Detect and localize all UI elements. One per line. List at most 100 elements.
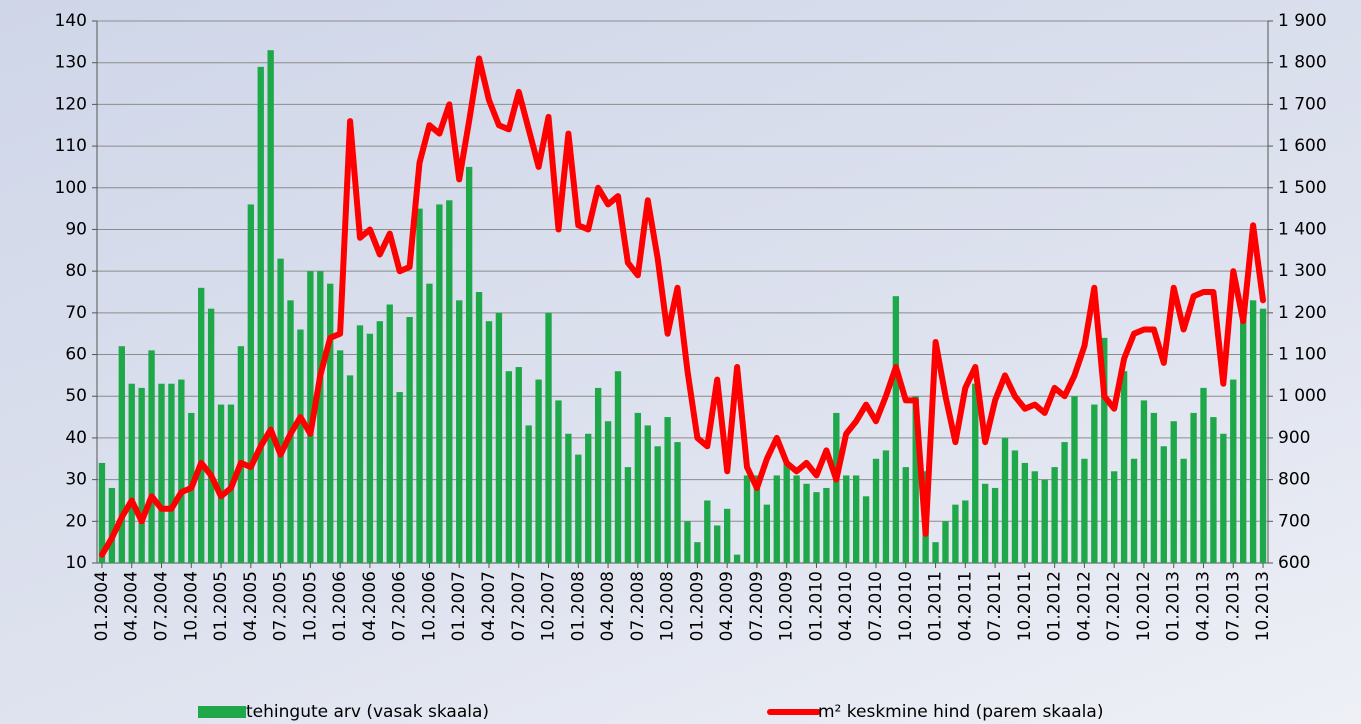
x-tick-label: 01.2013 xyxy=(1164,571,1184,641)
y-tick-label: 20 xyxy=(65,511,87,531)
y2-tick-label: 1 900 xyxy=(1278,11,1327,31)
x-tick-label: 07.2005 xyxy=(271,571,291,641)
bar xyxy=(654,446,661,563)
bar xyxy=(1011,450,1019,563)
bar xyxy=(1021,462,1029,563)
bar xyxy=(217,404,225,563)
bar xyxy=(396,392,403,563)
bar xyxy=(1190,412,1197,563)
bar xyxy=(634,412,642,563)
bar xyxy=(892,296,900,563)
bar xyxy=(793,475,800,563)
bar xyxy=(247,204,254,563)
y-tick-label: 90 xyxy=(65,219,87,239)
bar xyxy=(723,508,731,563)
bar xyxy=(981,483,989,563)
bar xyxy=(535,379,542,563)
bar xyxy=(98,462,106,563)
y-tick-label: 40 xyxy=(65,428,87,448)
y2-tick-label: 1 600 xyxy=(1278,136,1327,156)
bar xyxy=(515,367,522,563)
bar xyxy=(1249,300,1257,563)
bar xyxy=(1240,304,1247,563)
x-tick-label: 01.2010 xyxy=(806,571,826,641)
y-tick-label: 10 xyxy=(65,553,87,573)
bar xyxy=(148,350,155,563)
bar xyxy=(505,371,513,563)
bar xyxy=(356,325,364,563)
bar xyxy=(862,496,870,563)
x-tick-label: 04.2005 xyxy=(241,571,261,641)
y2-tick-label: 1 500 xyxy=(1278,178,1327,198)
bar xyxy=(733,554,741,563)
y-tick-label: 140 xyxy=(55,11,87,31)
x-tick-label: 10.2013 xyxy=(1253,571,1273,641)
bar xyxy=(803,483,810,563)
y-tick-label: 30 xyxy=(65,470,87,490)
x-tick-label: 10.2009 xyxy=(777,571,797,641)
y2-tick-label: 700 xyxy=(1278,511,1310,531)
y2-tick-label: 1 400 xyxy=(1278,219,1327,239)
bar xyxy=(475,292,483,563)
legend-label: m² keskmine hind (parem skaala) xyxy=(818,702,1103,722)
bar xyxy=(1120,371,1128,563)
bar xyxy=(932,542,939,563)
bar xyxy=(406,317,413,563)
bar xyxy=(833,412,840,563)
bar xyxy=(207,308,215,563)
bar xyxy=(604,421,612,563)
bar xyxy=(1031,471,1038,563)
bar xyxy=(575,454,582,563)
bar xyxy=(783,462,790,563)
bar xyxy=(743,475,751,563)
bar xyxy=(644,425,651,563)
bar xyxy=(614,371,622,563)
bar xyxy=(1061,442,1068,563)
y-tick-label: 50 xyxy=(65,386,87,406)
x-tick-label: 04.2010 xyxy=(836,571,856,641)
x-tick-label: 07.2009 xyxy=(747,571,767,641)
bar xyxy=(1101,337,1108,563)
bar xyxy=(1081,458,1088,563)
bar xyxy=(277,258,284,563)
bar xyxy=(327,283,334,563)
bar xyxy=(594,387,602,563)
y-tick-label: 110 xyxy=(55,136,87,156)
bar xyxy=(118,346,125,563)
bar xyxy=(237,346,245,563)
legend-swatch xyxy=(198,706,246,718)
x-tick-label: 07.2007 xyxy=(509,571,529,641)
bar xyxy=(545,312,552,563)
bar xyxy=(426,283,433,563)
bar xyxy=(1130,458,1138,563)
bar xyxy=(624,467,632,563)
bar xyxy=(336,350,344,563)
bar xyxy=(714,525,721,563)
bar xyxy=(1071,396,1078,563)
bar xyxy=(1140,400,1148,563)
x-tick-label: 01.2012 xyxy=(1045,571,1065,641)
bar xyxy=(168,383,175,563)
bar xyxy=(1041,479,1048,563)
bar xyxy=(1001,437,1009,563)
x-tick-label: 01.2006 xyxy=(330,571,350,641)
bar xyxy=(1160,446,1167,563)
bar xyxy=(376,321,384,563)
y-tick-label: 60 xyxy=(65,345,87,365)
bar xyxy=(962,500,969,563)
legend-label: tehingute arv (vasak skaala) xyxy=(246,702,489,722)
x-tick-label: 07.2004 xyxy=(152,571,172,641)
bar xyxy=(257,66,264,563)
bar xyxy=(813,492,820,563)
bar xyxy=(1259,308,1267,563)
x-tick-label: 07.2012 xyxy=(1104,571,1124,641)
x-tick-label: 10.2011 xyxy=(1015,571,1035,641)
x-tick-label: 01.2005 xyxy=(211,571,231,641)
bar xyxy=(456,300,463,563)
bar xyxy=(694,542,701,563)
x-tick-label: 07.2010 xyxy=(866,571,886,641)
bar xyxy=(158,383,165,563)
bar xyxy=(1091,404,1098,563)
bar xyxy=(1210,417,1217,563)
bar xyxy=(912,396,919,563)
